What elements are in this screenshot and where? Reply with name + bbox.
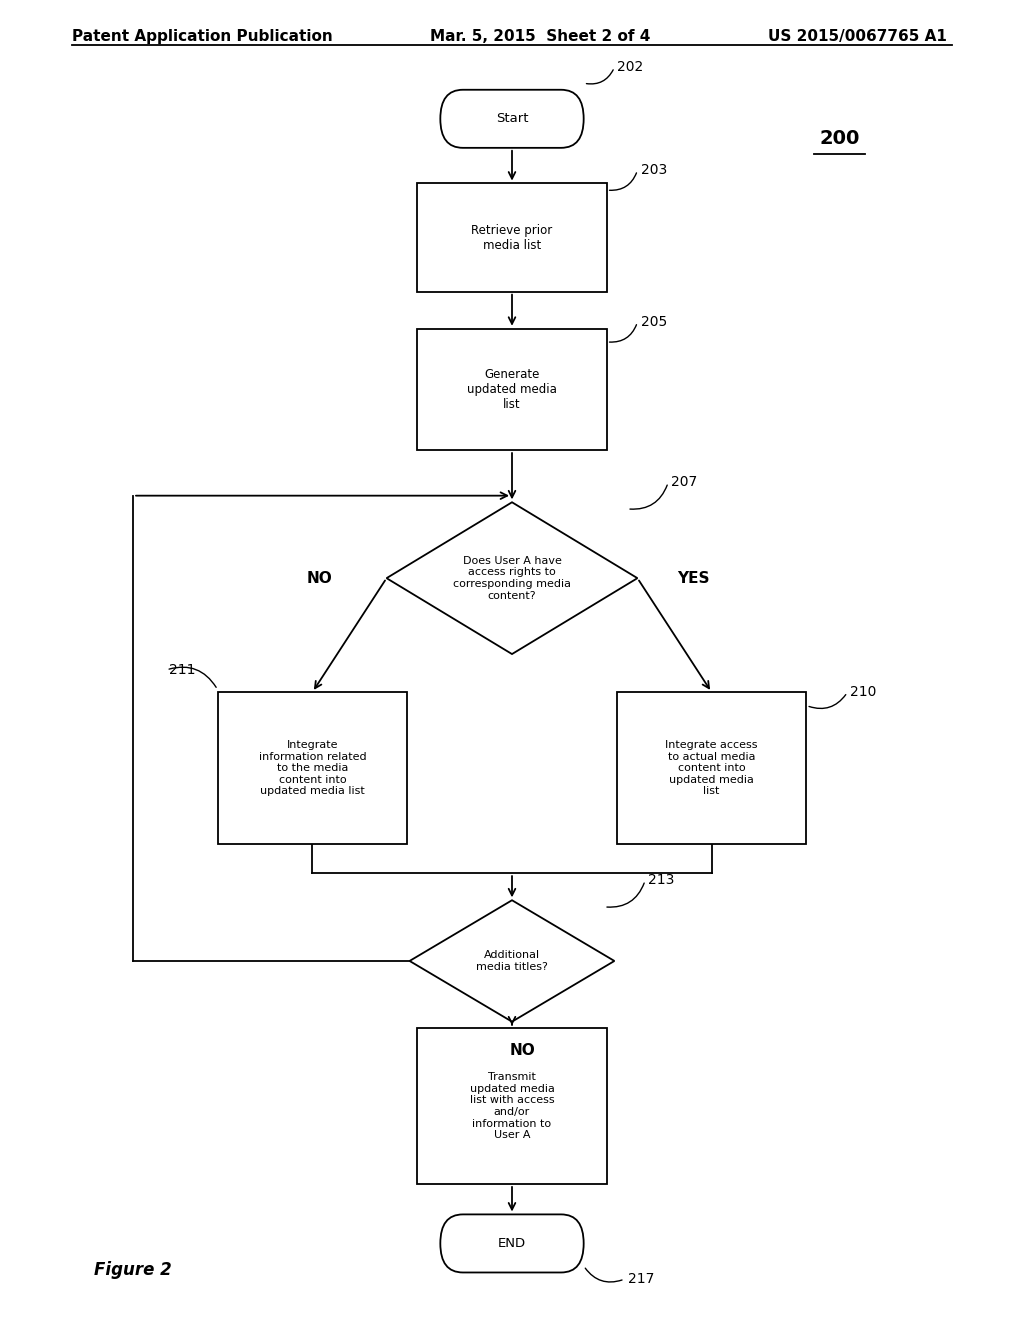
Text: Patent Application Publication: Patent Application Publication [72, 29, 333, 44]
Text: Figure 2: Figure 2 [94, 1261, 172, 1279]
Text: Start: Start [496, 112, 528, 125]
Polygon shape [387, 502, 637, 653]
Text: 203: 203 [641, 164, 667, 177]
FancyBboxPatch shape [440, 90, 584, 148]
Text: US 2015/0067765 A1: US 2015/0067765 A1 [768, 29, 947, 44]
Text: 202: 202 [617, 61, 644, 74]
Text: Mar. 5, 2015  Sheet 2 of 4: Mar. 5, 2015 Sheet 2 of 4 [430, 29, 650, 44]
Text: 205: 205 [641, 315, 667, 329]
Text: END: END [498, 1237, 526, 1250]
Text: 207: 207 [672, 475, 697, 490]
Text: Retrieve prior
media list: Retrieve prior media list [471, 223, 553, 252]
Text: 213: 213 [648, 874, 675, 887]
Text: Does User A have
access rights to
corresponding media
content?: Does User A have access rights to corres… [453, 556, 571, 601]
Text: 217: 217 [628, 1272, 654, 1286]
Text: Additional
media titles?: Additional media titles? [476, 950, 548, 972]
Text: Transmit
updated media
list with access
and/or
information to
User A: Transmit updated media list with access … [470, 1072, 554, 1140]
Text: 211: 211 [169, 663, 196, 677]
Text: YES: YES [678, 570, 710, 586]
Polygon shape [410, 900, 614, 1022]
Text: Integrate access
to actual media
content into
updated media
list: Integrate access to actual media content… [666, 741, 758, 796]
Text: 210: 210 [850, 685, 877, 700]
FancyBboxPatch shape [217, 692, 407, 845]
Text: NO: NO [509, 1043, 536, 1059]
FancyBboxPatch shape [418, 183, 606, 292]
Text: 200: 200 [819, 129, 860, 148]
Text: NO: NO [307, 570, 333, 586]
FancyBboxPatch shape [418, 329, 606, 450]
FancyBboxPatch shape [418, 1028, 606, 1184]
FancyBboxPatch shape [616, 692, 806, 845]
Text: Generate
updated media
list: Generate updated media list [467, 368, 557, 411]
Text: Integrate
information related
to the media
content into
updated media list: Integrate information related to the med… [258, 741, 367, 796]
FancyBboxPatch shape [440, 1214, 584, 1272]
